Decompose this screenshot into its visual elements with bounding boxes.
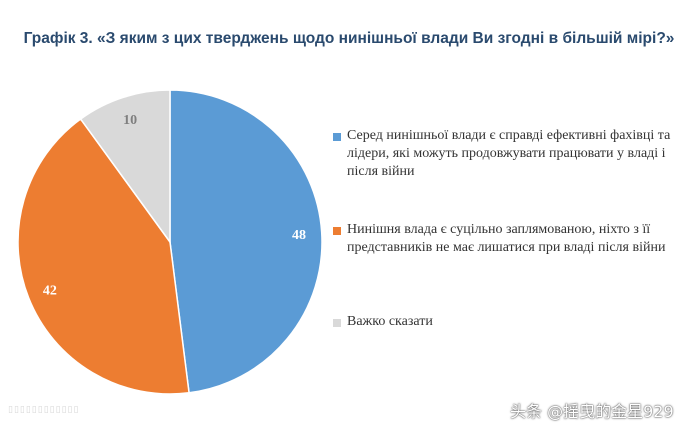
pie-slice-effective [169,89,323,394]
pie-label-tainted: 42 [43,284,57,299]
watermark-text: 头条 @摇曳的金星929 [510,402,674,421]
pie-slice-tainted [17,117,190,395]
legend-label-tainted: Нинішня влада є суцільно заплямованою, н… [347,222,666,255]
pie-label-hard-to-say: 10 [123,113,137,128]
chart-title: Графік 3. «З яким з цих тверджень щодо н… [23,30,675,47]
legend-item-tainted: Нинішня влада є суцільно заплямованою, н… [333,221,677,257]
legend-swatch-hard-to-say [333,319,341,327]
legend-swatch-effective [333,133,341,141]
legend-item-effective: Серед нинішньої влади є справді ефективн… [333,127,677,181]
faint-footer-decoration: ▯▯▯▯▯▯▯▯▯▯▯▯ [8,405,80,415]
legend-label-effective: Серед нинішньої влади є справді ефективн… [347,128,671,179]
pie-slice-hard-to-say [79,89,171,245]
legend-item-hard-to-say: Важко сказати [333,313,677,331]
legend-swatch-tainted [333,227,341,235]
pie-label-effective: 48 [292,228,306,243]
legend-label-hard-to-say: Важко сказати [347,314,433,329]
